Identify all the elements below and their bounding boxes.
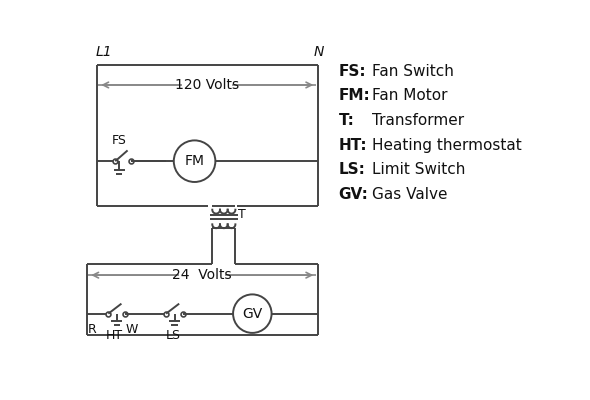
Text: N: N xyxy=(314,45,324,59)
Text: HT:: HT: xyxy=(339,138,367,152)
Text: Heating thermostat: Heating thermostat xyxy=(372,138,522,152)
Text: L1: L1 xyxy=(95,45,112,59)
Text: 24  Volts: 24 Volts xyxy=(172,268,232,282)
Text: Fan Switch: Fan Switch xyxy=(372,64,454,78)
Text: R: R xyxy=(87,323,96,336)
Text: FM: FM xyxy=(185,154,205,168)
Text: GV: GV xyxy=(242,307,263,321)
Text: T: T xyxy=(238,208,246,221)
Text: LS: LS xyxy=(166,329,181,342)
Text: 120 Volts: 120 Volts xyxy=(175,78,239,92)
Text: LS:: LS: xyxy=(339,162,365,177)
Text: Fan Motor: Fan Motor xyxy=(372,88,447,103)
Text: FS:: FS: xyxy=(339,64,366,78)
Text: HT: HT xyxy=(105,329,122,342)
Text: W: W xyxy=(126,323,139,336)
Text: Limit Switch: Limit Switch xyxy=(372,162,465,177)
Text: Transformer: Transformer xyxy=(372,113,464,128)
Text: T:: T: xyxy=(339,113,355,128)
Text: GV:: GV: xyxy=(339,187,368,202)
Text: FM:: FM: xyxy=(339,88,371,103)
Text: Gas Valve: Gas Valve xyxy=(372,187,447,202)
Text: FS: FS xyxy=(112,134,127,147)
